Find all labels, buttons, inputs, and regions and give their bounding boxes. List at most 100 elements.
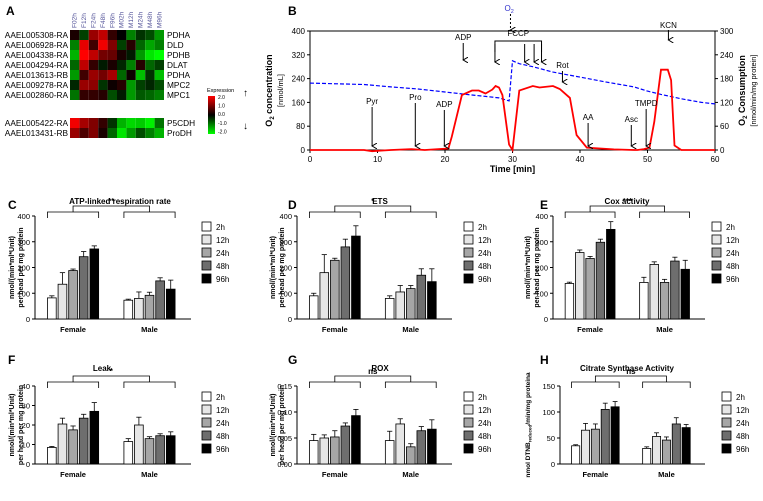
legend-swatch [711, 234, 722, 245]
legend-swatch [201, 417, 212, 428]
bar [384, 440, 395, 465]
heatmap-cell [117, 128, 127, 138]
legend-label: 2h [478, 393, 487, 402]
bar [652, 436, 662, 465]
heatmap-cell [117, 40, 127, 50]
heatmap-cell [107, 30, 117, 40]
y-tick-label: 400 [535, 212, 548, 221]
x-tick-label: 0 [308, 155, 313, 164]
heatmap-cell [79, 90, 89, 100]
panel-title: Leak [93, 364, 112, 373]
legend-label: 48h [736, 432, 749, 441]
panel-letter-b: B [288, 4, 297, 18]
bar [123, 441, 134, 465]
y-tick-label-right: 0 [720, 146, 725, 155]
legend-swatch [711, 260, 722, 271]
legend-label: 12h [736, 406, 749, 415]
y-axis-label: nmol/(min*ml*Unit) [270, 394, 277, 457]
bar [155, 280, 165, 320]
legend-swatch [201, 260, 212, 271]
o2-addition-label: O2 [504, 4, 513, 15]
heatmap-cell [70, 90, 80, 100]
bar-panel-c: C ATP-linked respiration rate 0 100 200 300 40… [8, 197, 229, 334]
y-axis-label: per head per mg protein [279, 227, 286, 307]
bar [585, 258, 595, 320]
bar-panel-d: D ETS 0 100 200 300 400 nmol/(min*ml*Unit) per h… [270, 197, 491, 334]
heatmap-cell [79, 50, 89, 60]
heatmap-col-label: M02h [119, 11, 126, 28]
sig-label: *** [623, 197, 633, 206]
bar-panel-e: E Cox activity 0 100 200 300 400 nmol/(min*ml*U… [525, 197, 739, 334]
ylabel-part: /min/mg proteina [525, 372, 532, 425]
bar [340, 425, 351, 465]
heatmap-cell [70, 80, 80, 90]
heatmap-cell [145, 30, 155, 40]
sig-bracket-right [384, 211, 437, 218]
heatmap-cell [154, 128, 164, 138]
sig-label: * [110, 367, 114, 376]
heatmap-cell [70, 128, 80, 138]
category-label: Male [402, 470, 419, 479]
y-axis-label: per head per mg protein [534, 227, 541, 307]
y-axis-label: per head per mg protein [18, 385, 25, 465]
y-axis-label: per head per mg protein [279, 385, 286, 465]
y-tick-label: 10 [22, 441, 30, 450]
x-tick-label: 50 [643, 155, 652, 164]
heatmap-cell [107, 70, 117, 80]
heatmap-cell [88, 40, 99, 50]
heatmap-row-gene: PDHA [167, 30, 191, 40]
heatmap-row-gene: ProDH [167, 128, 192, 138]
heatmap-cell [117, 30, 127, 40]
bar [319, 437, 330, 465]
legend-swatch [201, 443, 212, 454]
legend-label: 12h [216, 236, 229, 245]
heatmap-cell [135, 118, 146, 128]
heatmap-cell [135, 128, 146, 138]
panel-letter: F [8, 353, 15, 367]
heatmap-legend-tick: -2.0 [218, 129, 227, 135]
heatmap-cell [126, 80, 136, 90]
bar [47, 297, 57, 320]
bar [351, 235, 361, 320]
heatmap-cell [145, 118, 155, 128]
y-tick-label: 0 [26, 315, 30, 324]
y-tick-label: 0 [551, 460, 555, 469]
bar [564, 283, 575, 320]
annotation-label: Pyr [366, 97, 378, 106]
bar [406, 288, 416, 320]
heatmap-cell [135, 90, 146, 100]
heatmap-row-gene: MPC2 [167, 80, 190, 90]
heatmap-cell [107, 60, 117, 70]
bar [78, 256, 89, 320]
sig-bracket-top [594, 375, 667, 382]
sig-bracket-top [72, 205, 150, 212]
legend-label: 2h [216, 223, 225, 232]
y-tick-label: 30 [22, 402, 30, 411]
o2-part: O [504, 4, 510, 13]
y-tick-label: 0.15 [277, 382, 292, 391]
heatmap-cell [145, 90, 155, 100]
y-axis-label: per head per mg protein [18, 227, 25, 307]
bar [395, 423, 405, 465]
legend-swatch [463, 443, 474, 454]
heatmap-row-gene: PDHB [167, 50, 191, 60]
heatmap-cell [145, 40, 155, 50]
bar [330, 259, 340, 320]
heatmap-cell [145, 80, 155, 90]
heatmap-col-label: F96h [109, 13, 116, 28]
heatmap-cell [154, 70, 164, 80]
y-tick-label: 0 [544, 315, 548, 324]
legend-label: 12h [478, 406, 491, 415]
legend-swatch [721, 430, 732, 441]
o2-consumption-line [310, 68, 715, 153]
category-label: Female [577, 325, 603, 334]
heatmap-cell [79, 128, 89, 138]
y-tick-label: 0 [288, 315, 292, 324]
legend-swatch [721, 404, 732, 415]
sig-label: ** [108, 197, 115, 206]
y-tick-label: 150 [542, 382, 555, 391]
sig-label: ns [626, 367, 636, 376]
y-tick-label-left: 80 [296, 122, 305, 131]
